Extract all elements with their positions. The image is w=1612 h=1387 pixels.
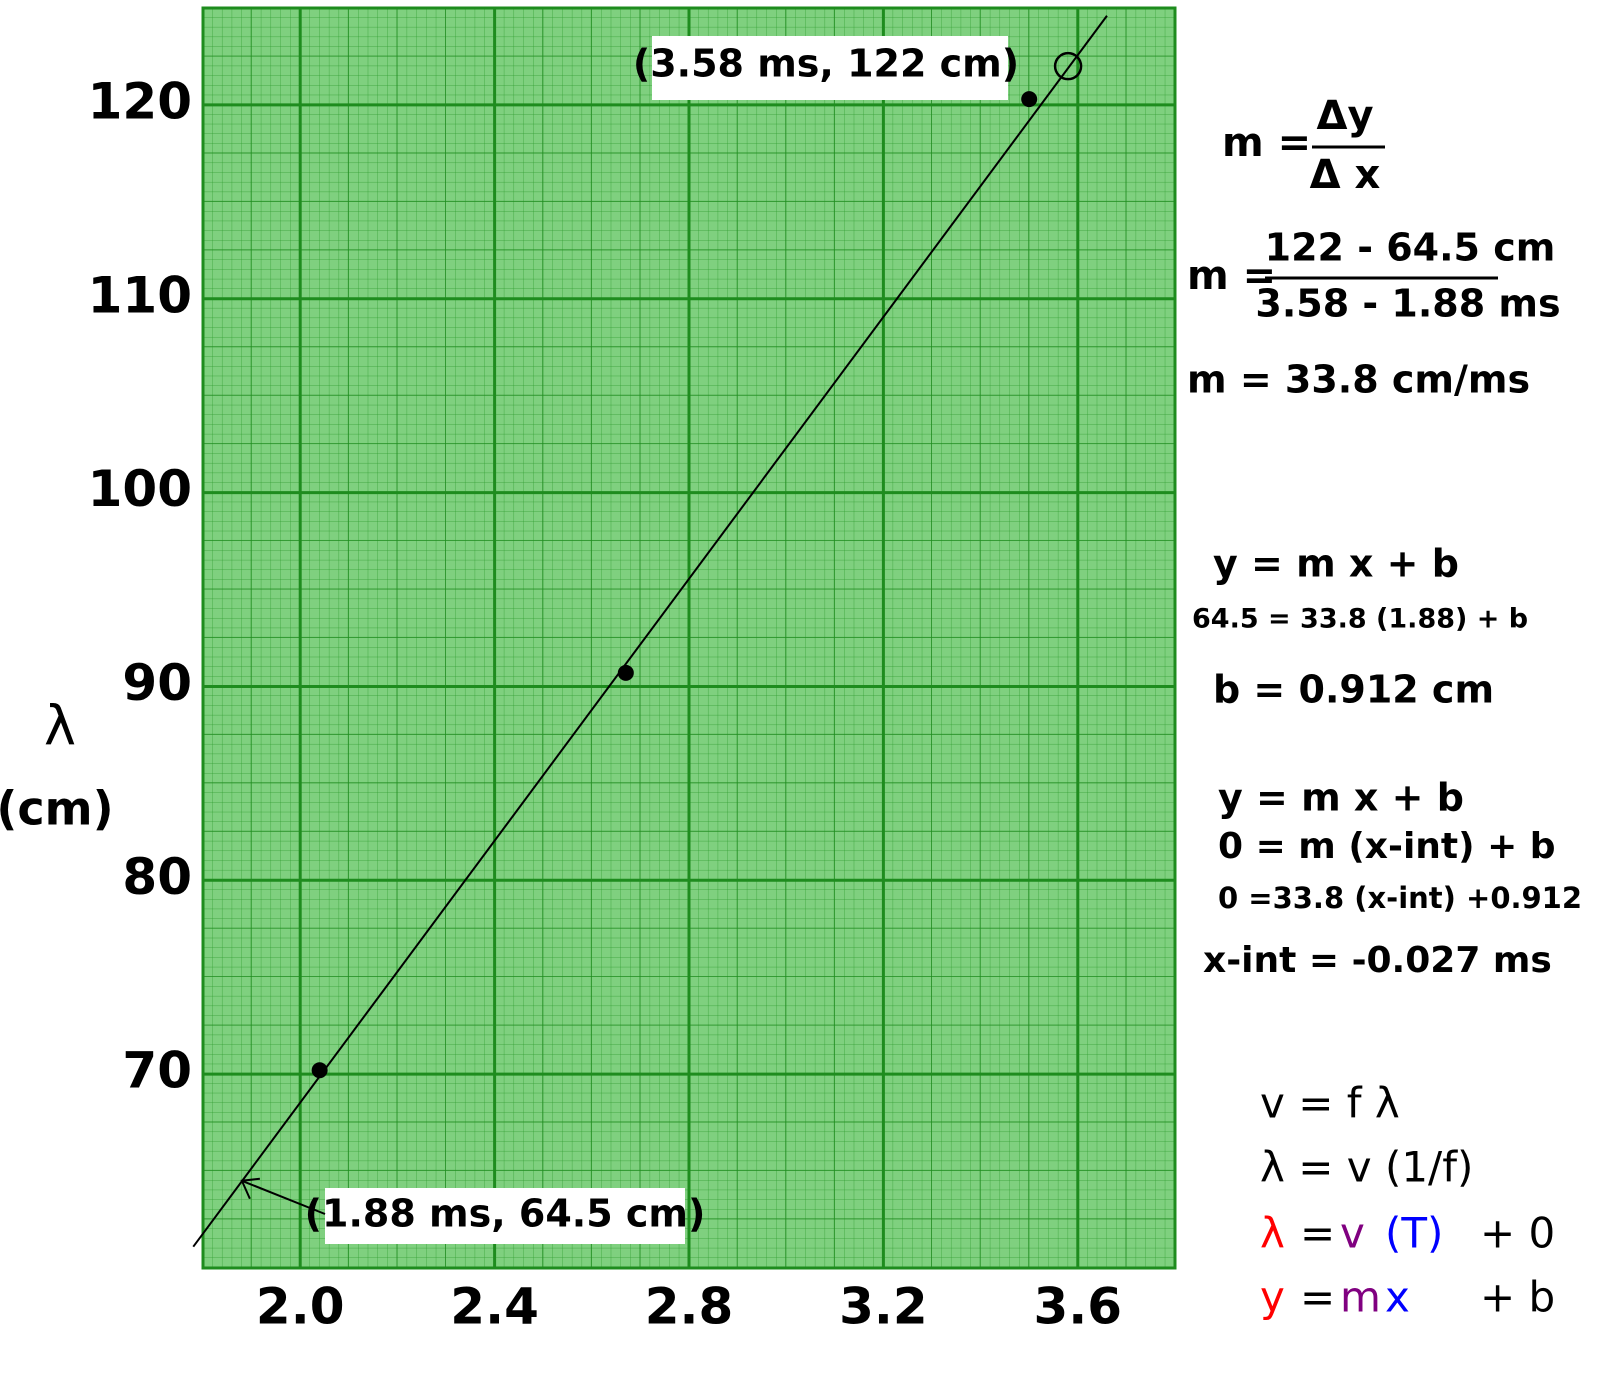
- equation: b = 0.912 cm: [1213, 668, 1494, 712]
- colored-equation-part: + 0: [1480, 1209, 1555, 1258]
- data-point: [311, 1062, 328, 1079]
- equation: 0 = m (x-int) + b: [1218, 826, 1556, 867]
- x-tick-label: 2.8: [645, 1278, 734, 1336]
- colored-equation-part: λ: [1260, 1209, 1285, 1258]
- x-tick-label: 2.4: [450, 1278, 539, 1336]
- colored-equation-part: =: [1300, 1209, 1335, 1258]
- equation: Δy: [1316, 93, 1373, 139]
- equation: 3.58 - 1.88 ms: [1255, 282, 1560, 326]
- y-axis-label: (cm): [0, 782, 114, 836]
- annotation-arrow: [241, 1179, 326, 1215]
- colored-equation-part: y: [1260, 1273, 1285, 1322]
- open-point: [1053, 51, 1083, 81]
- annotation: (1.88 ms, 64.5 cm): [305, 1192, 706, 1236]
- x-tick-label: 2.0: [256, 1278, 345, 1336]
- equation: y = m x + b: [1213, 542, 1459, 586]
- annotation-box: [652, 36, 1008, 100]
- annotation-box: [325, 1188, 685, 1244]
- equation: m = 33.8 cm/ms: [1187, 358, 1530, 402]
- equation: λ = v (1/f): [1260, 1143, 1473, 1192]
- x-tick-label: 3.2: [839, 1278, 928, 1336]
- y-tick-label: 120: [88, 72, 192, 130]
- colored-equation-part: m: [1340, 1273, 1381, 1322]
- y-tick-label: 100: [88, 460, 192, 518]
- equation: m =: [1222, 120, 1311, 166]
- equation: y = m x + b: [1218, 776, 1464, 820]
- y-tick-label: 90: [122, 654, 192, 712]
- equation: 64.5 = 33.8 (1.88) + b: [1192, 604, 1528, 635]
- y-tick-label: 80: [122, 848, 192, 906]
- y-tick-label: 70: [122, 1042, 192, 1100]
- x-tick-label: 3.6: [1034, 1278, 1123, 1336]
- data-point: [617, 664, 634, 681]
- arrow-head: [240, 1177, 260, 1200]
- fit-line: [192, 15, 1108, 1248]
- equation: Δ x: [1310, 152, 1381, 198]
- equation: 0 =33.8 (x-int) +0.912: [1218, 881, 1582, 915]
- equation: x-int = -0.027 ms: [1203, 940, 1552, 981]
- colored-equation-part: v: [1340, 1209, 1365, 1258]
- equation: v = f λ: [1260, 1079, 1400, 1128]
- annotation: (3.58 ms, 122 cm): [633, 42, 1019, 86]
- colored-equation-part: =: [1300, 1273, 1335, 1322]
- colored-equation-part: (T): [1385, 1209, 1443, 1258]
- equation: 122 - 64.5 cm: [1265, 226, 1556, 270]
- data-point: [1021, 91, 1038, 108]
- y-tick-label: 110: [88, 266, 192, 324]
- colored-equation-part: x: [1385, 1273, 1410, 1322]
- y-axis-label: λ: [44, 695, 76, 758]
- equation: m =: [1187, 253, 1276, 299]
- colored-equation-part: + b: [1480, 1273, 1555, 1322]
